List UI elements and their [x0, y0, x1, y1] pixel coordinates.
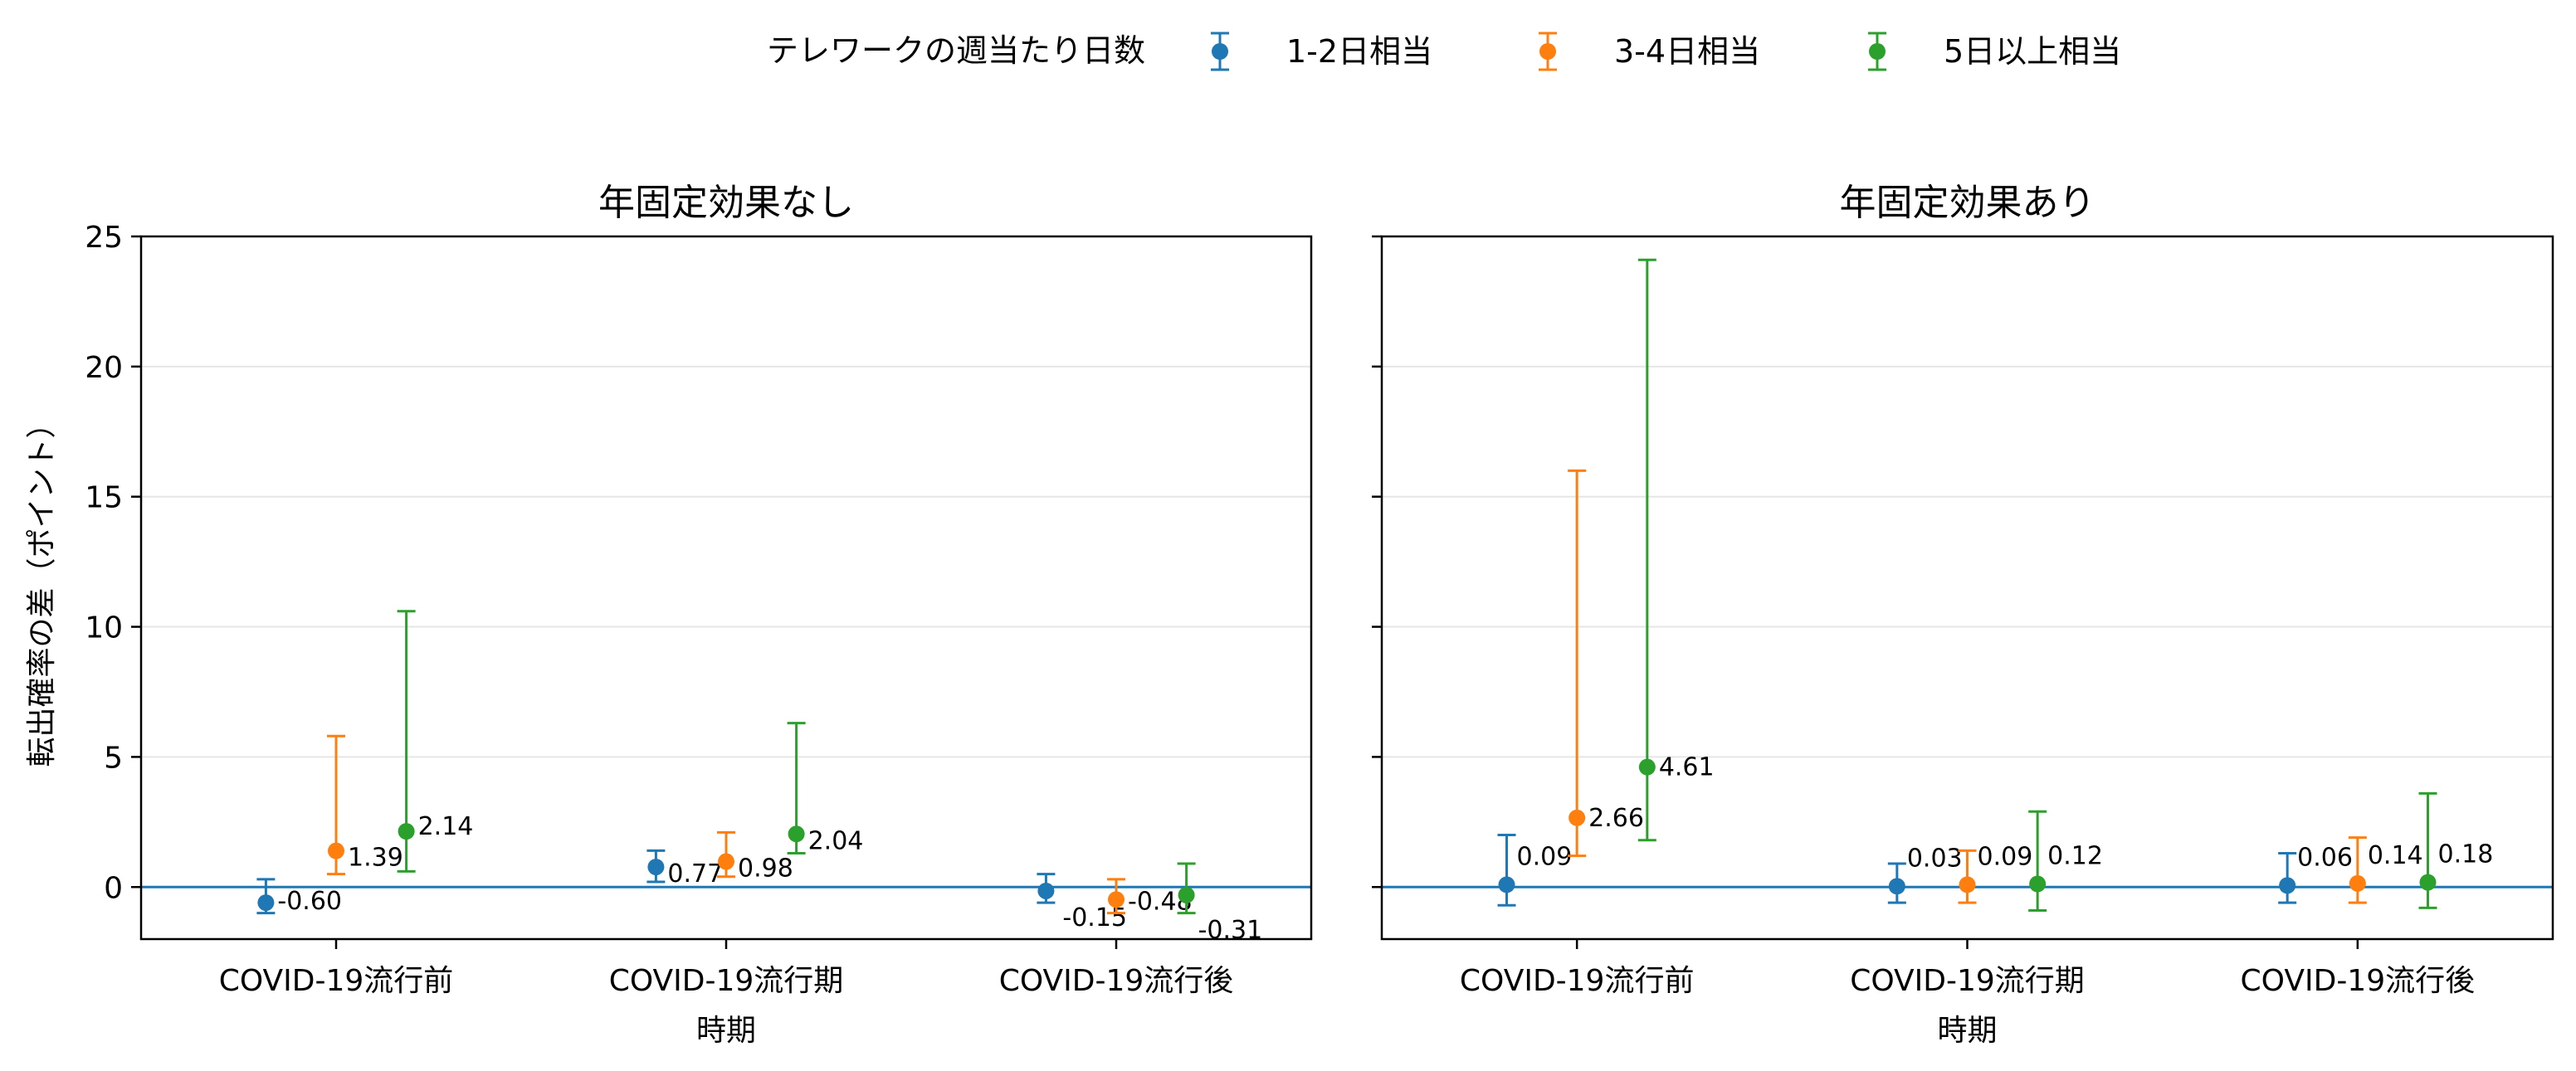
panel-title: 年固定効果あり — [1840, 182, 2095, 224]
series-2: 2.66 0.09 0.14 — [1568, 469, 2423, 904]
data-point — [2029, 875, 2047, 893]
series-2: 1.39 0.98-0.48 — [327, 734, 1193, 916]
data-label: -0.31 — [1198, 916, 1263, 945]
data-point — [647, 859, 665, 876]
legend-item-2: 3-4日相当 — [1539, 32, 1760, 71]
data-point — [328, 842, 344, 859]
data-label: 0.09 — [1978, 842, 2033, 871]
x-axis-label: 時期 — [696, 1014, 756, 1048]
data-label: 0.98 — [738, 854, 793, 884]
data-point — [1037, 882, 1055, 899]
legend-item-3: 5日以上相当 — [1868, 32, 2121, 71]
legend-label: 1-2日相当 — [1286, 33, 1432, 70]
legend-title: テレワークの週当たり日数 — [767, 32, 1145, 69]
data-label: -0.60 — [277, 887, 342, 916]
series-3: 2.14 2.04 -0.31 — [397, 610, 1263, 945]
panel-1: 0 5 10 15 20 25 COVID-19流行前 COVID-19流行期 COVID-19… — [25, 182, 1313, 1048]
data-label: 2.04 — [808, 826, 864, 855]
y-axis-label: 転出確率の差（ポイント） — [25, 408, 59, 767]
data-label: 0.03 — [1907, 844, 1963, 873]
y-tick-label: 10 — [85, 611, 123, 645]
panel-2: COVID-19流行前 COVID-19流行期 COVID-19流行後 年固定効果あり… — [1372, 182, 2554, 1048]
data-label: 2.14 — [418, 812, 474, 841]
y-tick-label: 5 — [104, 741, 123, 775]
data-point — [2419, 874, 2437, 891]
data-label: 0.77 — [667, 859, 723, 888]
data-label: 0.12 — [2047, 841, 2103, 870]
data-point — [1569, 809, 1586, 826]
legend-marker — [1539, 43, 1556, 60]
data-point — [398, 823, 415, 840]
data-point — [1638, 758, 1656, 776]
data-label: 0.18 — [2437, 840, 2493, 869]
data-point — [1888, 878, 1905, 895]
series-1: -0.600.77-0.15 — [256, 849, 1127, 932]
panel-title: 年固定効果なし — [598, 182, 854, 224]
y-tick-label: 25 — [85, 221, 123, 255]
data-point — [718, 853, 734, 870]
data-point — [2349, 874, 2366, 892]
data-point — [788, 825, 805, 843]
data-point — [1178, 886, 1195, 903]
legend-label: 5日以上相当 — [1944, 33, 2121, 70]
data-label: 0.09 — [1517, 842, 1573, 871]
data-point — [2279, 877, 2296, 894]
plot-frame — [1380, 235, 2554, 941]
data-point — [1959, 876, 1976, 893]
data-label: 0.06 — [2297, 843, 2353, 872]
y-tick-label: 15 — [85, 481, 123, 515]
x-tick-label: COVID-19流行後 — [999, 964, 1234, 998]
legend-item-1: 1-2日相当 — [1211, 32, 1432, 71]
series-1: 0.09 0.03 0.06 — [1497, 834, 2353, 907]
x-axis-label: 時期 — [1937, 1014, 1997, 1048]
legend-marker — [1869, 43, 1886, 60]
y-tick-label: 0 — [104, 871, 123, 905]
data-label: 1.39 — [348, 844, 403, 873]
series-3: 4.61 0.12 0.18 — [1637, 258, 2493, 912]
x-tick-label: COVID-19流行期 — [1850, 964, 2085, 998]
x-tick-label: COVID-19流行後 — [2241, 964, 2476, 998]
x-tick-label: COVID-19流行前 — [219, 964, 454, 998]
data-label: 0.14 — [2368, 841, 2423, 870]
data-point — [1498, 876, 1515, 893]
data-label: 4.61 — [1659, 753, 1715, 782]
y-tick-label: 20 — [85, 351, 123, 385]
data-point — [257, 894, 275, 912]
legend: テレワークの週当たり日数 1-2日相当 3-4日相当 5日以上相当 — [767, 32, 2121, 71]
data-label: 2.66 — [1588, 804, 1644, 833]
x-tick-label: COVID-19流行期 — [609, 964, 844, 998]
x-tick-label: COVID-19流行前 — [1460, 964, 1695, 998]
legend-label: 3-4日相当 — [1614, 33, 1760, 70]
legend-marker — [1212, 43, 1228, 60]
data-point — [1108, 891, 1125, 908]
